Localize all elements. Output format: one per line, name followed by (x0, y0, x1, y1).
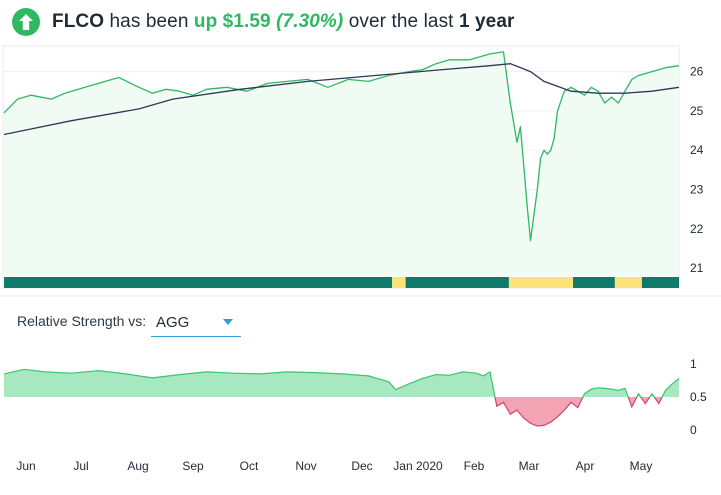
rs-negative-area (4, 397, 679, 426)
y-tick-label: 21 (690, 261, 704, 275)
band-segment-green (641, 277, 679, 288)
x-tick-label: May (630, 459, 653, 473)
headline: FLCO has been up $1.59 (7.30%) over the … (52, 11, 515, 33)
x-tick-label: Aug (127, 459, 148, 473)
moving-average-line (3, 63, 680, 136)
rs-positive-group (3, 368, 680, 397)
ticker-symbol: FLCO (52, 11, 105, 32)
price-line (3, 51, 680, 242)
rs-y-axis: 10.50 (690, 357, 707, 437)
x-tick-label: Nov (295, 459, 316, 473)
change-amount: up $1.59 (193, 11, 271, 32)
x-tick-label: Apr (576, 459, 595, 473)
header: FLCO has been up $1.59 (7.30%) over the … (0, 0, 721, 44)
rs-y-tick-label: 0.5 (690, 390, 707, 404)
x-axis: Jun Jul Aug Sep Oct Nov Dec Jan 2020 Feb Mar Apr Ma… (16, 459, 652, 473)
price-area-fill (4, 51, 679, 277)
relative-strength-label: Relative Strength vs: (17, 313, 147, 329)
rs-y-tick-label: 1 (690, 357, 697, 371)
y-tick-label: 23 (690, 183, 704, 197)
x-tick-label: Mar (519, 459, 540, 473)
x-tick-label: Dec (351, 459, 372, 473)
rs-negative-group (4, 397, 679, 427)
rs-positive-area (4, 369, 679, 397)
x-tick-label: Jul (73, 459, 88, 473)
rs-positive-line (3, 368, 680, 397)
band-segment-green (405, 277, 509, 288)
change-percent: (7.30%) (276, 11, 344, 32)
price-y-axis: 26 25 24 23 22 21 (690, 65, 704, 276)
y-tick-label: 25 (690, 104, 704, 118)
over-the-last-text: over the last (348, 11, 454, 32)
has-been-text: has been (109, 11, 189, 32)
up-arrow-circle-icon (12, 8, 40, 36)
y-tick-label: 24 (690, 143, 704, 157)
band-segment-green (4, 277, 393, 288)
x-tick-label: Jan 2020 (393, 459, 443, 473)
benchmark-select-value: AGG (156, 314, 190, 331)
band-segment-yellow (392, 277, 406, 288)
period-text: 1 year (458, 11, 515, 32)
price-chart (3, 51, 680, 277)
x-tick-label: Feb (464, 459, 485, 473)
rs-y-tick-label: 0 (690, 423, 697, 437)
benchmark-select[interactable]: AGG (151, 308, 241, 337)
x-tick-label: Oct (240, 459, 259, 473)
band-segment-yellow (614, 277, 642, 288)
x-tick-label: Sep (182, 459, 204, 473)
y-tick-label: 26 (690, 65, 704, 79)
signal-band (4, 277, 679, 288)
band-segment-green (573, 277, 615, 288)
x-tick-label: Jun (16, 459, 35, 473)
rs-negative-line (494, 397, 663, 427)
caret-down-icon (223, 319, 233, 325)
relative-strength-chart (3, 368, 680, 427)
y-tick-label: 22 (690, 222, 704, 236)
band-segment-yellow (508, 277, 574, 288)
